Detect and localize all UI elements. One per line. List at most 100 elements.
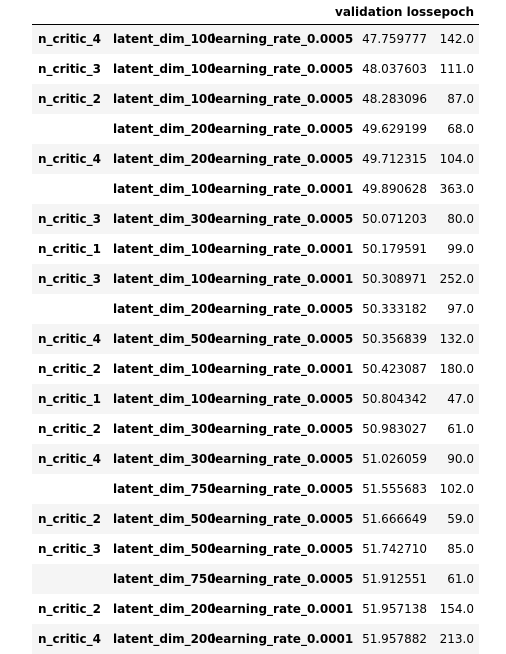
cell-validation-loss: 51.026059 bbox=[335, 444, 432, 474]
cell-latent-dim: latent_dim_300 bbox=[107, 204, 216, 234]
cell-epoch: 87.0 bbox=[432, 84, 479, 114]
table-row: n_critic_3 latent_dim_100 learning_rate_0.… bbox=[32, 54, 479, 84]
table-row: latent_dim_750 learning_rate_0.0005 51.912… bbox=[32, 564, 479, 594]
cell-n-critic: n_critic_1 bbox=[32, 384, 107, 414]
cell-learning-rate: learning_rate_0.0005 bbox=[205, 84, 353, 114]
cell-latent-dim: latent_dim_500 bbox=[107, 534, 216, 564]
table-row: latent_dim_100 learning_rate_0.0001 49.890… bbox=[32, 174, 479, 204]
cell-validation-loss: 50.071203 bbox=[335, 204, 432, 234]
cell-learning-rate: learning_rate_0.0001 bbox=[205, 624, 353, 654]
cell-epoch: 59.0 bbox=[432, 504, 479, 534]
cell-epoch: 104.0 bbox=[432, 144, 479, 174]
cell-learning-rate: learning_rate_0.0005 bbox=[205, 324, 353, 354]
table-row: n_critic_2 latent_dim_100 learning_rate_0.… bbox=[32, 354, 479, 384]
cell-learning-rate: learning_rate_0.0005 bbox=[205, 24, 353, 54]
cell-latent-dim: latent_dim_750 bbox=[107, 474, 216, 504]
table-row: n_critic_4 latent_dim_200 learning_rate_0.… bbox=[32, 624, 479, 654]
cell-latent-dim: latent_dim_200 bbox=[107, 594, 216, 624]
cell-epoch: 61.0 bbox=[432, 564, 479, 594]
cell-learning-rate: learning_rate_0.0001 bbox=[205, 234, 353, 264]
cell-learning-rate: learning_rate_0.0005 bbox=[205, 144, 353, 174]
cell-learning-rate: learning_rate_0.0001 bbox=[205, 264, 353, 294]
cell-validation-loss: 49.712315 bbox=[335, 144, 432, 174]
cell-latent-dim: latent_dim_100 bbox=[107, 354, 216, 384]
table-row: n_critic_4 latent_dim_100 learning_rate_0.… bbox=[32, 24, 479, 54]
table-row: n_critic_4 latent_dim_500 learning_rate_0.… bbox=[32, 324, 479, 354]
cell-epoch: 90.0 bbox=[432, 444, 479, 474]
cell-epoch: 363.0 bbox=[432, 174, 479, 204]
index-header-latent-dim bbox=[107, 0, 205, 25]
cell-validation-loss: 51.957882 bbox=[335, 624, 432, 654]
cell-epoch: 61.0 bbox=[432, 414, 479, 444]
table-row: n_critic_2 latent_dim_200 learning_rate_0.… bbox=[32, 594, 479, 624]
cell-latent-dim: latent_dim_100 bbox=[107, 84, 216, 114]
table-row: n_critic_2 latent_dim_100 learning_rate_0.… bbox=[32, 84, 479, 114]
cell-epoch: 142.0 bbox=[432, 24, 479, 54]
cell-n-critic: n_critic_4 bbox=[32, 324, 107, 354]
table-row: latent_dim_200 learning_rate_0.0005 49.629… bbox=[32, 114, 479, 144]
cell-validation-loss: 51.666649 bbox=[335, 504, 432, 534]
cell-learning-rate: learning_rate_0.0005 bbox=[205, 114, 353, 144]
cell-learning-rate: learning_rate_0.0005 bbox=[205, 204, 353, 234]
cell-learning-rate: learning_rate_0.0001 bbox=[205, 594, 353, 624]
cell-latent-dim: latent_dim_500 bbox=[107, 504, 216, 534]
table-row: n_critic_3 latent_dim_500 learning_rate_0.… bbox=[32, 534, 479, 564]
cell-n-critic bbox=[32, 294, 107, 324]
table-row: n_critic_1 latent_dim_100 learning_rate_0.… bbox=[32, 384, 479, 414]
cell-learning-rate: learning_rate_0.0001 bbox=[205, 174, 353, 204]
cell-learning-rate: learning_rate_0.0005 bbox=[205, 294, 353, 324]
cell-n-critic: n_critic_4 bbox=[32, 444, 107, 474]
cell-n-critic: n_critic_3 bbox=[32, 534, 107, 564]
cell-epoch: 132.0 bbox=[432, 324, 479, 354]
cell-learning-rate: learning_rate_0.0005 bbox=[205, 534, 353, 564]
column-header-validation-loss: validation loss bbox=[335, 0, 433, 25]
index-header-learning-rate bbox=[205, 0, 335, 25]
cell-validation-loss: 50.423087 bbox=[335, 354, 432, 384]
cell-validation-loss: 50.333182 bbox=[335, 294, 432, 324]
cell-latent-dim: latent_dim_300 bbox=[107, 414, 216, 444]
cell-n-critic: n_critic_2 bbox=[32, 84, 107, 114]
cell-n-critic: n_critic_3 bbox=[32, 54, 107, 84]
cell-n-critic bbox=[32, 174, 107, 204]
cell-validation-loss: 51.912551 bbox=[335, 564, 432, 594]
cell-validation-loss: 51.957138 bbox=[335, 594, 432, 624]
cell-validation-loss: 49.890628 bbox=[335, 174, 432, 204]
cell-epoch: 213.0 bbox=[432, 624, 479, 654]
cell-validation-loss: 48.037603 bbox=[335, 54, 432, 84]
cell-n-critic: n_critic_2 bbox=[32, 504, 107, 534]
cell-validation-loss: 50.983027 bbox=[335, 414, 432, 444]
cell-learning-rate: learning_rate_0.0005 bbox=[205, 504, 353, 534]
cell-latent-dim: latent_dim_100 bbox=[107, 234, 216, 264]
cell-validation-loss: 48.283096 bbox=[335, 84, 432, 114]
cell-validation-loss: 50.804342 bbox=[335, 384, 432, 414]
cell-validation-loss: 49.629199 bbox=[335, 114, 432, 144]
cell-validation-loss: 51.742710 bbox=[335, 534, 432, 564]
index-header-n-critic bbox=[32, 0, 107, 25]
cell-validation-loss: 50.308971 bbox=[335, 264, 432, 294]
cell-epoch: 180.0 bbox=[432, 354, 479, 384]
cell-latent-dim: latent_dim_100 bbox=[107, 384, 216, 414]
cell-latent-dim: latent_dim_200 bbox=[107, 294, 216, 324]
cell-epoch: 47.0 bbox=[432, 384, 479, 414]
table-row: n_critic_4 latent_dim_200 learning_rate_0.… bbox=[32, 144, 479, 174]
header-row: validation loss epoch bbox=[32, 0, 479, 25]
cell-n-critic: n_critic_2 bbox=[32, 354, 107, 384]
cell-n-critic: n_critic_1 bbox=[32, 234, 107, 264]
cell-epoch: 154.0 bbox=[432, 594, 479, 624]
cell-learning-rate: learning_rate_0.0005 bbox=[205, 444, 353, 474]
table-row: n_critic_3 latent_dim_300 learning_rate_0.… bbox=[32, 204, 479, 234]
results-table: validation loss epoch n_critic_4 latent_d… bbox=[32, 0, 479, 654]
cell-n-critic bbox=[32, 564, 107, 594]
cell-epoch: 111.0 bbox=[432, 54, 479, 84]
cell-learning-rate: learning_rate_0.0005 bbox=[205, 474, 353, 504]
cell-n-critic bbox=[32, 114, 107, 144]
cell-latent-dim: latent_dim_100 bbox=[107, 174, 216, 204]
cell-validation-loss: 50.356839 bbox=[335, 324, 432, 354]
cell-learning-rate: learning_rate_0.0005 bbox=[205, 384, 353, 414]
cell-latent-dim: latent_dim_750 bbox=[107, 564, 216, 594]
cell-n-critic: n_critic_3 bbox=[32, 204, 107, 234]
cell-epoch: 80.0 bbox=[432, 204, 479, 234]
table-row: latent_dim_200 learning_rate_0.0005 50.333… bbox=[32, 294, 479, 324]
cell-n-critic: n_critic_4 bbox=[32, 24, 107, 54]
table-row: latent_dim_750 learning_rate_0.0005 51.555… bbox=[32, 474, 479, 504]
